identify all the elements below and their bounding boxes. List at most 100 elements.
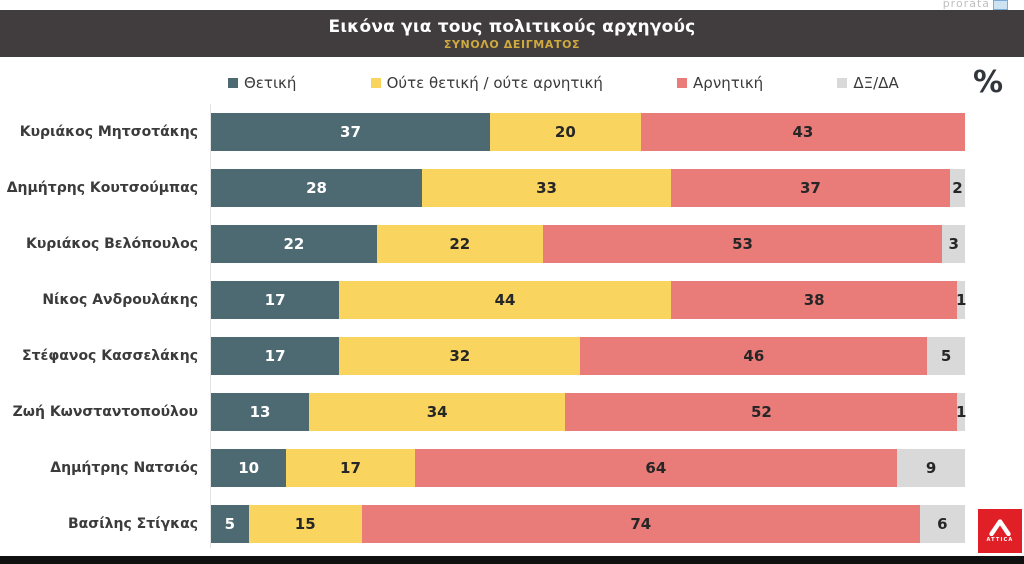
bar-segment: 22 [376, 225, 543, 263]
bar-segment: 33 [422, 169, 671, 207]
bar-segment-value: 37 [340, 123, 361, 141]
bar-segment: 1 [956, 393, 967, 431]
bar-segment: 9 [897, 449, 965, 487]
attica-logo-a-icon [989, 519, 1011, 536]
bar-segment: 52 [565, 393, 958, 431]
prorata-watermark: prorata [943, 0, 1008, 10]
legend-label-dk-na: ΔΞ/ΔΑ [853, 74, 899, 92]
bar-segment: 28 [211, 169, 423, 207]
bar-segment-value: 22 [449, 235, 471, 253]
bar-segment-value: 1 [955, 291, 967, 309]
bar-segment: 2 [949, 169, 965, 207]
bar-segment-value: 34 [426, 403, 448, 421]
bar-segment: 17 [211, 281, 340, 319]
bar-segment: 20 [489, 113, 641, 151]
bar-segment-value: 5 [940, 347, 952, 365]
bar-segment: 44 [339, 281, 671, 319]
legend-label-positive: Θετική [244, 74, 297, 92]
attica-tv-logo: ATTICA [978, 509, 1022, 553]
bar-segment: 22 [211, 225, 377, 263]
bar-segment-value: 1 [956, 403, 967, 421]
bar-segment: 74 [361, 505, 920, 543]
bar-segment: 34 [309, 393, 566, 431]
bar-segment-value: 74 [630, 515, 652, 533]
bar-segment: 32 [339, 337, 581, 375]
bar-segment-value: 17 [340, 459, 361, 477]
bar-segment-value: 32 [449, 347, 471, 365]
legend-item-neutral: Ούτε θετική / ούτε αρνητική [370, 74, 603, 92]
legend-swatch-neutral [370, 78, 381, 88]
stacked-bar: 5 15 74 6 [211, 505, 965, 543]
legend-item-dk-na: ΔΞ/ΔΑ [837, 74, 899, 92]
chart-rows: Κυριάκος Μητσοτάκης 37 20 43 Δημήτρης Κουτσο… [0, 104, 967, 552]
bar-segment-value: 37 [799, 179, 821, 197]
chart-legend: Θετική Ούτε θετική / ούτε αρνητική Αρνητ… [228, 68, 1003, 98]
bar-segment: 37 [670, 169, 950, 207]
bar-row-label: Νίκος Ανδρουλάκης [42, 292, 198, 308]
bar-segment: 38 [670, 281, 958, 319]
bar-segment-value: 15 [294, 515, 316, 533]
bar-segment: 64 [414, 449, 898, 487]
bar-segment: 6 [919, 505, 965, 543]
bar-segment-value: 38 [803, 291, 825, 309]
bar-segment: 3 [942, 225, 965, 263]
bar-segment-value: 6 [937, 515, 948, 533]
bar-segment-value: 28 [306, 179, 327, 197]
bar-segment-value: 20 [554, 123, 576, 141]
legend-swatch-negative [677, 78, 688, 88]
bar-segment: 17 [211, 337, 340, 375]
chart-axis-line [210, 104, 211, 548]
bar-row-label: Ζωή Κωνσταντοπούλου [12, 404, 198, 420]
bar-segment-value: 44 [494, 291, 516, 309]
bar-segment: 10 [211, 449, 287, 487]
bar-row: Βασίλης Στίγκας 5 15 74 6 [0, 496, 965, 552]
legend-item-positive: Θετική [228, 74, 296, 92]
bar-row-label: Στέφανος Κασσελάκης [22, 348, 198, 364]
bar-segment-value: 5 [224, 515, 236, 533]
bar-segment-value: 2 [952, 179, 963, 197]
bar-segment: 17 [286, 449, 415, 487]
bar-segment-value: 17 [264, 347, 286, 365]
bar-segment-value: 22 [283, 235, 305, 253]
bar-segment-value: 46 [743, 347, 765, 365]
legend-swatch-positive [228, 78, 238, 88]
bar-segment: 15 [248, 505, 362, 543]
legend-swatch-dk-na [837, 78, 848, 88]
bar-segment: 53 [542, 225, 943, 263]
stacked-bar: 13 34 52 1 [211, 393, 967, 431]
legend-label-negative: Αρνητική [693, 74, 764, 92]
bar-row-label: Κυριάκος Μητσοτάκης [19, 124, 198, 140]
bar-segment-value: 64 [645, 459, 667, 477]
percent-symbol: % [972, 65, 1003, 100]
prorata-watermark-text: prorata [942, 0, 990, 10]
bar-row: Νίκος Ανδρουλάκης 17 44 38 1 [0, 272, 967, 328]
bar-row: Δημήτρης Κουτσούμπας 28 33 37 2 [0, 160, 965, 216]
title-bar: Εικόνα για τους πολιτικούς αρχηγούς ΣΥΝΟ… [0, 10, 1024, 57]
attica-logo-text: ATTICA [986, 537, 1014, 543]
bar-row: Κυριάκος Μητσοτάκης 37 20 43 [0, 104, 965, 160]
page-title: Εικόνα για τους πολιτικούς αρχηγούς [328, 17, 696, 37]
legend-label-neutral: Ούτε θετική / ούτε αρνητική [386, 74, 603, 92]
stacked-bar: 10 17 64 9 [211, 449, 965, 487]
stacked-bar: 17 44 38 1 [211, 281, 967, 319]
bar-segment: 13 [211, 393, 310, 431]
stacked-bar: 37 20 43 [211, 113, 965, 151]
bar-row: Ζωή Κωνσταντοπούλου 13 34 52 1 [0, 384, 967, 440]
bar-segment-value: 3 [948, 235, 959, 253]
bar-segment: 5 [927, 337, 965, 375]
stacked-bar: 17 32 46 5 [211, 337, 965, 375]
prorata-watermark-logo-icon [993, 0, 1008, 10]
bar-row-label: Δημήτρης Νατσιός [50, 460, 198, 476]
legend-item-negative: Αρνητική [677, 74, 763, 92]
bar-row: Κυριάκος Βελόπουλος 22 22 53 3 [0, 216, 965, 272]
bottom-black-strip [0, 556, 1024, 564]
bar-segment-value: 10 [238, 459, 260, 477]
bar-segment: 1 [955, 281, 967, 319]
bar-segment: 5 [211, 505, 249, 543]
page-subtitle: ΣΥΝΟΛΟ ΔΕΙΓΜΑΤΟΣ [443, 38, 581, 51]
bar-row: Στέφανος Κασσελάκης 17 32 46 5 [0, 328, 965, 384]
bar-row-label: Κυριάκος Βελόπουλος [26, 236, 198, 252]
bar-segment-value: 53 [732, 235, 753, 253]
bar-row-label: Βασίλης Στίγκας [68, 516, 198, 532]
